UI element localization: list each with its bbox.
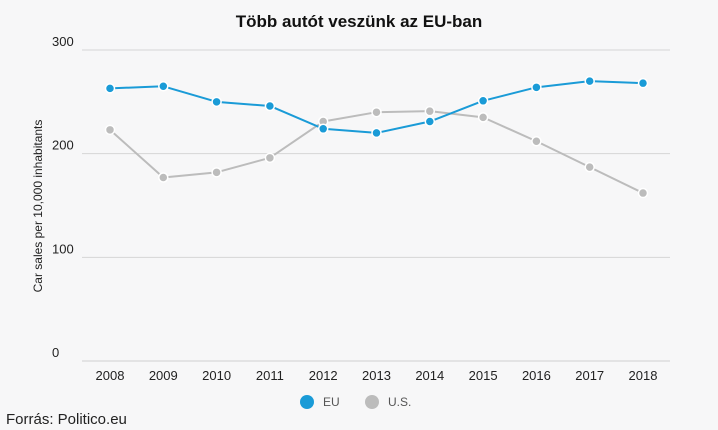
x-tick-label: 2017 [575, 368, 604, 383]
y-axis-ticks: 0 100 200 300 [52, 34, 74, 360]
legend: EU U.S. [300, 395, 411, 409]
y-tick-label: 100 [52, 241, 74, 256]
x-tick-label: 2018 [629, 368, 658, 383]
series-lines [104, 75, 649, 199]
data-point-eu [637, 77, 649, 89]
data-point-u-s [424, 105, 436, 117]
data-point-eu [531, 82, 542, 93]
data-point-u-s [584, 161, 595, 173]
data-point-u-s [264, 152, 276, 164]
series-line-u-s [109, 110, 644, 194]
legend-label-u-s: U.S. [388, 395, 411, 409]
legend-marker-eu [300, 395, 314, 409]
x-tick-label: 2014 [415, 368, 444, 383]
y-axis-label: Car sales per 10,000 inhabitants [31, 120, 45, 293]
data-point-u-s [104, 124, 116, 136]
data-point-eu [158, 81, 169, 92]
y-tick-label: 200 [52, 138, 74, 153]
x-tick-label: 2009 [149, 368, 178, 383]
data-point-eu [211, 96, 222, 108]
data-point-eu [371, 127, 382, 139]
y-tick-label: 300 [52, 34, 74, 49]
data-point-eu [104, 83, 116, 94]
data-point-eu [477, 95, 489, 107]
y-tick-label: 0 [52, 345, 59, 360]
data-point-eu [264, 100, 276, 112]
gridlines [82, 49, 670, 362]
data-point-eu [424, 116, 436, 127]
data-point-u-s [211, 167, 222, 178]
data-point-u-s [371, 106, 382, 118]
x-tick-label: 2012 [309, 368, 338, 383]
x-tick-label: 2013 [362, 368, 391, 383]
source-note: Forrás: Politico.eu [6, 411, 127, 428]
x-tick-label: 2015 [469, 368, 498, 383]
data-point-eu [584, 75, 595, 87]
data-point-u-s [477, 112, 489, 123]
x-tick-label: 2016 [522, 368, 551, 383]
data-point-u-s [531, 135, 542, 147]
legend-label-eu: EU [323, 395, 340, 409]
x-tick-label: 2008 [96, 368, 125, 383]
data-point-u-s [637, 187, 649, 199]
chart-title: Több autót veszünk az EU-ban [236, 12, 483, 31]
data-point-eu [317, 123, 329, 135]
legend-marker-u-s [365, 395, 379, 409]
x-tick-label: 2011 [256, 368, 284, 383]
data-point-u-s [158, 172, 169, 183]
x-tick-label: 2010 [202, 368, 231, 383]
x-axis-ticks: 2008 2009 2010 2011 2012 2013 2014 2015 2016 2017… [96, 368, 658, 383]
